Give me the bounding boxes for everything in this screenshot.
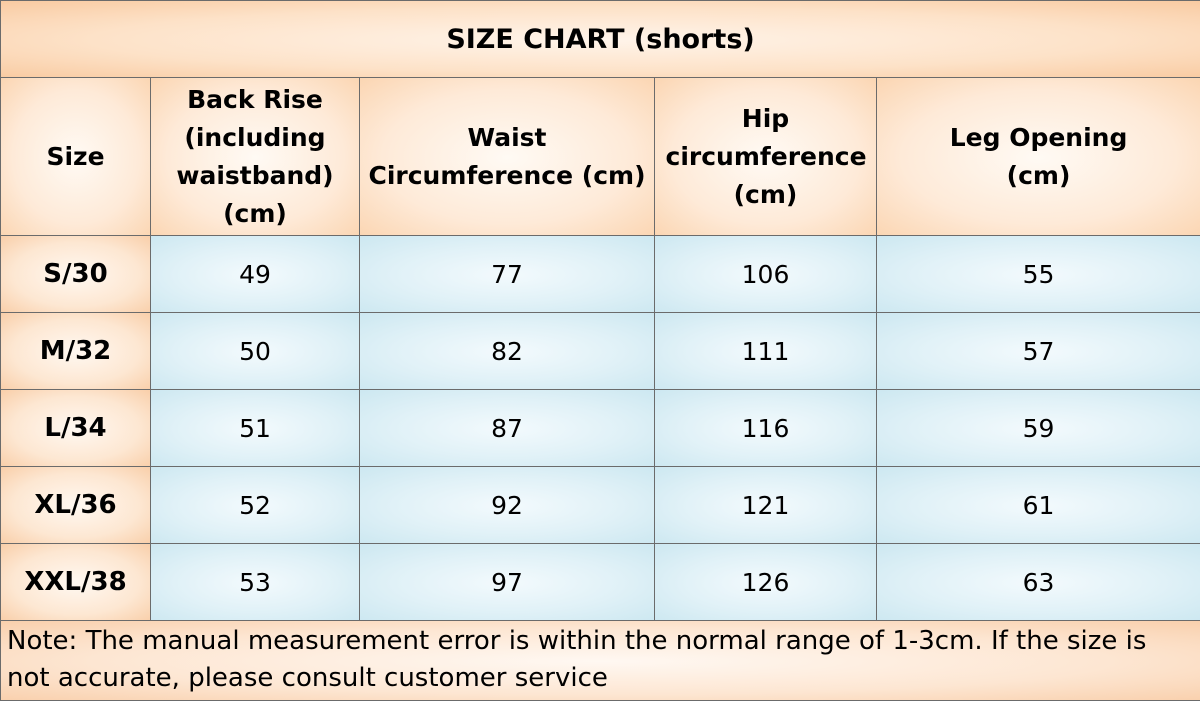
column-header-size: Size [1, 78, 151, 236]
back-rise-cell: 50 [151, 313, 360, 390]
size-cell: M/32 [1, 313, 151, 390]
back-rise-cell: 53 [151, 544, 360, 621]
size-cell: XXL/38 [1, 544, 151, 621]
measurement-note: Note: The manual measurement error is wi… [1, 621, 1200, 701]
title-row: SIZE CHART (shorts) [1, 1, 1200, 78]
hip-cell: 126 [655, 544, 877, 621]
leg-opening-cell: 55 [877, 236, 1200, 313]
waist-cell: 92 [360, 467, 655, 544]
back-rise-cell: 51 [151, 390, 360, 467]
waist-cell: 97 [360, 544, 655, 621]
table-row: M/32 50 82 111 57 [1, 313, 1200, 390]
leg-opening-cell: 61 [877, 467, 1200, 544]
table-row: XL/36 52 92 121 61 [1, 467, 1200, 544]
header-row: Size Back Rise (including waistband) (cm… [1, 78, 1200, 236]
table-row: S/30 49 77 106 55 [1, 236, 1200, 313]
hip-cell: 121 [655, 467, 877, 544]
back-rise-cell: 49 [151, 236, 360, 313]
column-header-hip: Hip circumference (cm) [655, 78, 877, 236]
waist-cell: 77 [360, 236, 655, 313]
back-rise-cell: 52 [151, 467, 360, 544]
size-cell: L/34 [1, 390, 151, 467]
chart-title: SIZE CHART (shorts) [1, 1, 1200, 78]
note-row: Note: The manual measurement error is wi… [1, 621, 1200, 701]
hip-cell: 111 [655, 313, 877, 390]
column-header-back-rise: Back Rise (including waistband) (cm) [151, 78, 360, 236]
leg-opening-cell: 63 [877, 544, 1200, 621]
table-row: XXL/38 53 97 126 63 [1, 544, 1200, 621]
column-header-waist: Waist Circumference (cm) [360, 78, 655, 236]
table-row: L/34 51 87 116 59 [1, 390, 1200, 467]
size-cell: S/30 [1, 236, 151, 313]
leg-opening-cell: 57 [877, 313, 1200, 390]
column-header-hip-label: Hip circumference (cm) [666, 100, 866, 214]
hip-cell: 106 [655, 236, 877, 313]
column-header-waist-label: Waist Circumference (cm) [362, 119, 652, 195]
column-header-leg-opening-label: Leg Opening (cm) [939, 119, 1139, 195]
waist-cell: 82 [360, 313, 655, 390]
column-header-back-rise-label: Back Rise (including waistband) (cm) [175, 81, 335, 233]
leg-opening-cell: 59 [877, 390, 1200, 467]
hip-cell: 116 [655, 390, 877, 467]
waist-cell: 87 [360, 390, 655, 467]
size-cell: XL/36 [1, 467, 151, 544]
column-header-leg-opening: Leg Opening (cm) [877, 78, 1200, 236]
